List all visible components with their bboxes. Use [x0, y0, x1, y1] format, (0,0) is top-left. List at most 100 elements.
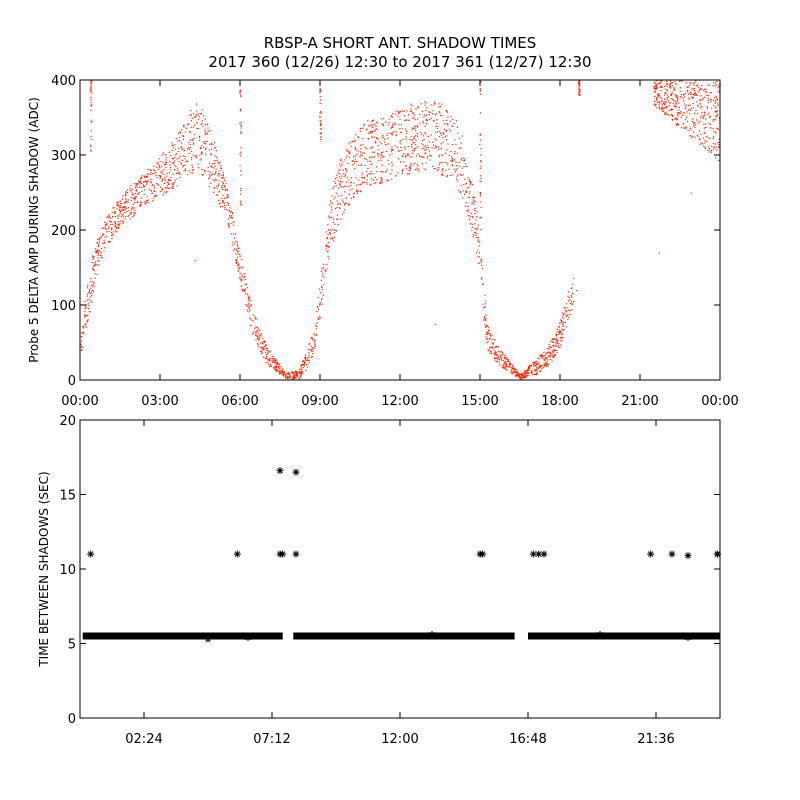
top-series-point — [480, 177, 482, 179]
top-series-point — [125, 202, 127, 204]
top-series-point — [221, 200, 223, 202]
top-series-point — [485, 317, 487, 319]
top-series-point — [374, 130, 376, 132]
top-series-point — [664, 111, 666, 113]
top-series-point — [101, 227, 103, 230]
top-series-point — [432, 120, 434, 122]
top-series-point — [504, 366, 506, 368]
top-series-point — [96, 273, 98, 275]
top-series-point — [487, 326, 489, 329]
top-series-point — [567, 318, 569, 320]
top-series-point — [454, 171, 456, 173]
top-series-point — [157, 183, 159, 185]
top-series-point — [479, 139, 481, 141]
top-series-point — [249, 308, 251, 310]
top-series-point — [467, 205, 469, 207]
top-series-point — [103, 250, 105, 252]
top-series-point — [672, 102, 674, 104]
top-series-point — [317, 297, 319, 299]
top-series-point — [344, 203, 346, 205]
top-series-point — [171, 188, 174, 190]
top-series-point — [106, 224, 108, 226]
top-series-point — [139, 179, 141, 181]
top-series-point — [239, 110, 241, 112]
top-series-point — [104, 226, 107, 228]
top-series-point — [332, 221, 335, 224]
top-series-point — [495, 352, 497, 354]
top-series-point — [480, 264, 483, 266]
top-series-point — [426, 107, 428, 109]
top-series-point — [222, 201, 224, 203]
bottom-y-tick-label: 20 — [59, 414, 76, 429]
top-series-point — [387, 124, 389, 126]
top-series-point — [145, 180, 147, 182]
top-series-point — [458, 137, 461, 139]
top-series-point — [548, 343, 550, 345]
bottom-series-point — [535, 550, 543, 558]
top-series-point — [134, 199, 136, 201]
top-series-point — [554, 353, 556, 356]
top-series-point — [270, 365, 272, 368]
top-series-point — [129, 189, 131, 192]
top-series-point — [221, 184, 223, 186]
top-series-point — [117, 226, 119, 229]
top-series-point — [207, 170, 209, 172]
top-series-point — [390, 116, 392, 118]
top-series-point — [485, 300, 487, 302]
top-series-point — [321, 303, 323, 305]
top-series-point — [499, 364, 501, 366]
top-series-point — [245, 293, 247, 295]
top-series-point — [251, 320, 253, 322]
top-series-point — [477, 236, 479, 239]
top-series-point — [443, 128, 446, 130]
top-series-point — [684, 107, 686, 110]
top-series-point — [293, 376, 295, 378]
top-series-point — [260, 350, 262, 352]
top-series-point — [569, 302, 571, 304]
top-series-point — [240, 94, 242, 96]
top-series-point — [304, 362, 306, 364]
top-series-point — [244, 290, 246, 292]
top-series-point — [123, 221, 125, 223]
top-series-point — [224, 185, 226, 187]
top-series-point — [397, 150, 399, 152]
top-series-point — [156, 166, 158, 168]
top-series-point — [380, 170, 382, 173]
top-series-point — [451, 160, 453, 162]
top-series-point — [114, 221, 116, 224]
top-series-point — [347, 176, 349, 179]
top-series-point — [663, 85, 666, 87]
top-series-point — [267, 352, 269, 354]
top-series-point — [322, 283, 324, 286]
top-series-point — [686, 89, 688, 91]
top-series-point — [710, 91, 712, 94]
top-series-point — [274, 366, 276, 368]
top-series-point — [98, 241, 100, 243]
top-series-point — [696, 101, 698, 103]
top-series-point — [89, 310, 91, 312]
top-series-point — [164, 164, 166, 166]
top-series-point — [218, 173, 220, 175]
top-series-point — [201, 153, 203, 155]
top-series-point — [152, 200, 154, 202]
top-series-point — [382, 156, 384, 158]
top-series-point — [709, 115, 711, 117]
top-series-point — [502, 364, 504, 366]
top-series-point — [173, 162, 175, 164]
top-series-point — [126, 200, 128, 202]
top-series-point — [205, 143, 207, 145]
top-series-point — [147, 168, 149, 171]
top-series-point — [562, 323, 564, 325]
top-series-point — [346, 171, 348, 173]
top-series-point — [455, 143, 457, 145]
top-series-point — [257, 332, 259, 334]
top-series-point — [156, 162, 158, 164]
top-series-point — [159, 190, 162, 193]
top-series-point — [405, 156, 407, 158]
top-series-point — [326, 251, 328, 253]
top-series-point — [127, 199, 129, 201]
top-series-point — [103, 242, 105, 245]
top-series-point — [660, 90, 662, 92]
top-series-point — [343, 204, 345, 206]
top-series-point — [117, 217, 119, 219]
